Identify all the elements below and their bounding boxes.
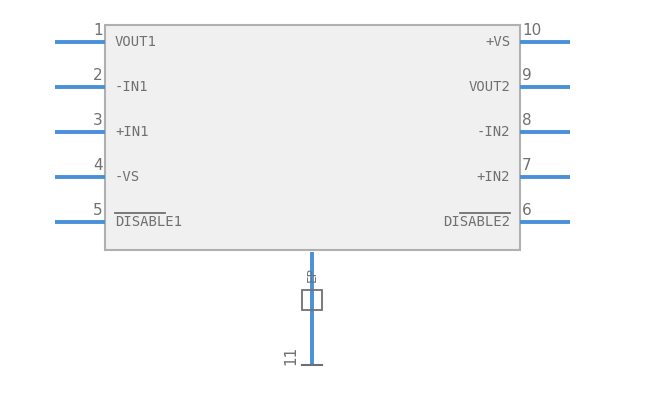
Text: -VS: -VS (115, 170, 140, 184)
Text: 11: 11 (283, 345, 298, 365)
Text: 3: 3 (93, 113, 103, 128)
Text: 4: 4 (93, 158, 103, 173)
Bar (302, 290, 322, 310)
Text: 1: 1 (93, 23, 103, 38)
Text: EP: EP (305, 267, 319, 282)
Text: -IN1: -IN1 (115, 80, 148, 94)
Text: DISABLE1: DISABLE1 (115, 215, 182, 229)
Bar (105, 25, 520, 250)
Text: -IN2: -IN2 (476, 125, 510, 139)
Text: DISABLE2: DISABLE2 (443, 215, 510, 229)
Text: +VS: +VS (485, 35, 510, 49)
Text: +IN2: +IN2 (476, 170, 510, 184)
Text: VOUT1: VOUT1 (115, 35, 157, 49)
Text: 9: 9 (522, 68, 532, 83)
Text: 7: 7 (522, 158, 531, 173)
Text: VOUT2: VOUT2 (468, 80, 510, 94)
Text: 6: 6 (522, 203, 532, 218)
Text: 10: 10 (522, 23, 541, 38)
Text: +IN1: +IN1 (115, 125, 148, 139)
Text: 8: 8 (522, 113, 531, 128)
Text: 2: 2 (93, 68, 103, 83)
Text: 5: 5 (93, 203, 103, 218)
